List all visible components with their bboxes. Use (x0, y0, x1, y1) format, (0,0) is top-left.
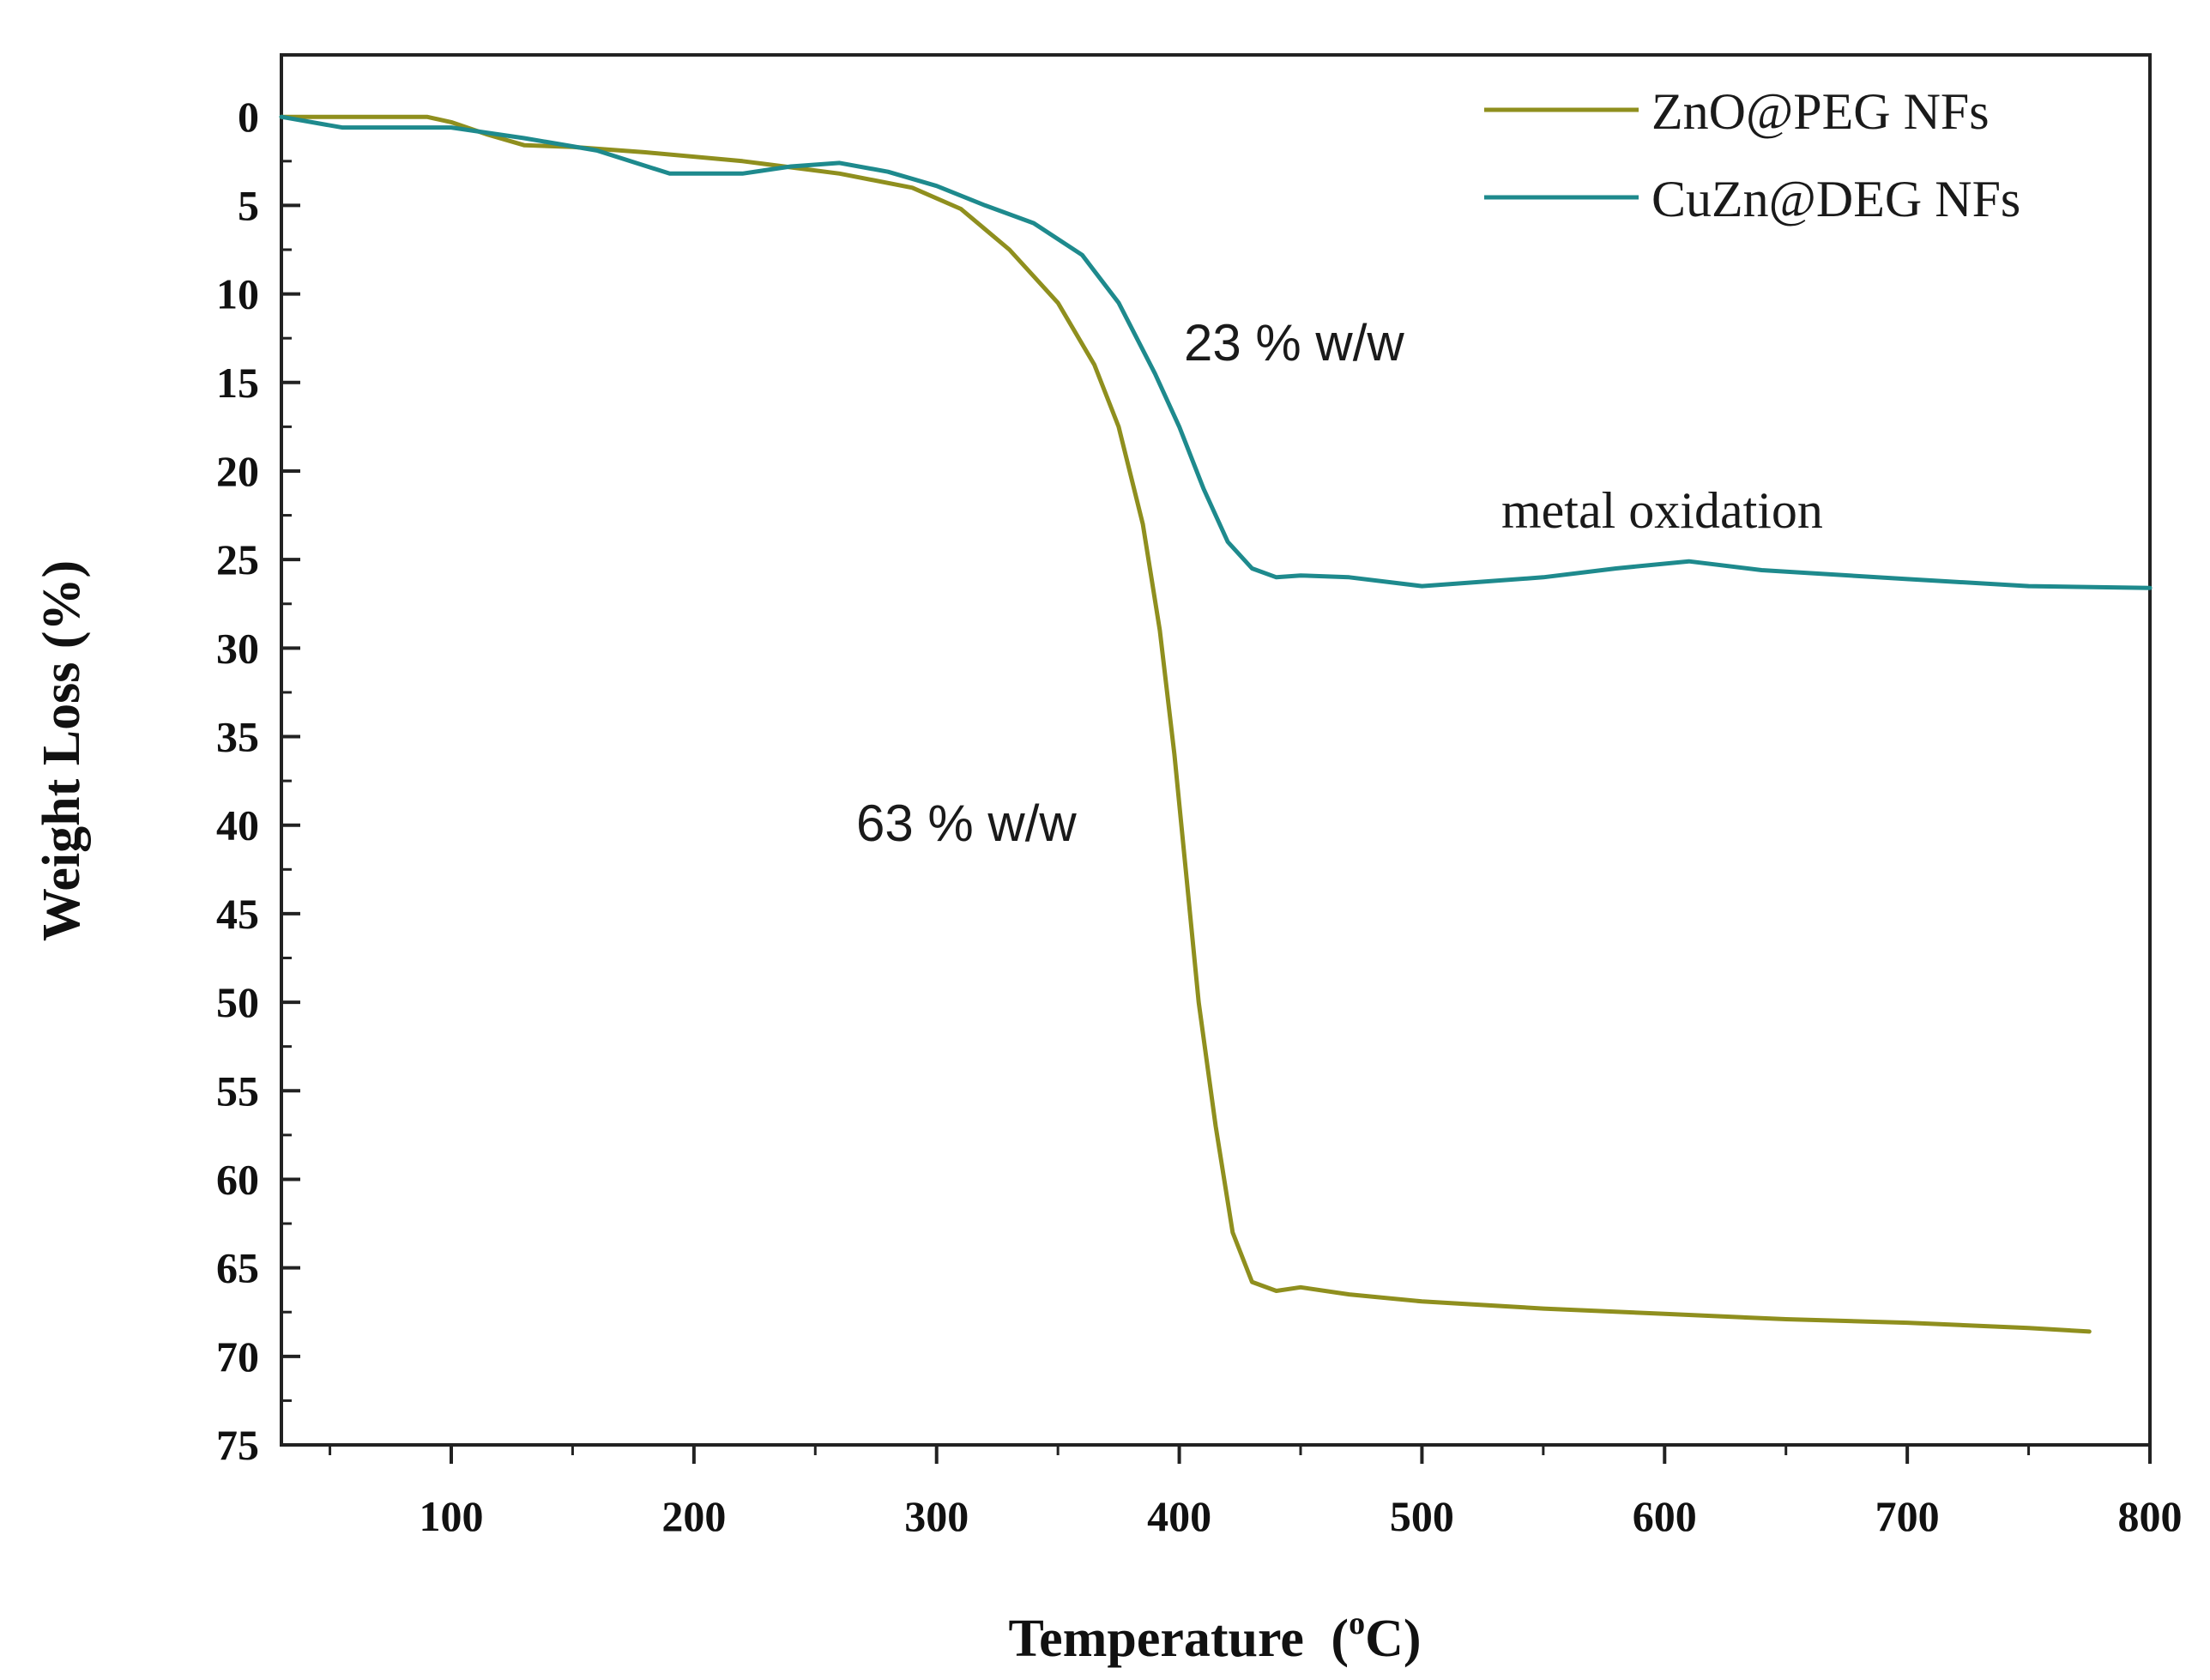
x-axis-title-unit-close: C) (1365, 1610, 1421, 1668)
series-layer (279, 114, 2153, 1334)
axis-ticks: 0 5 10 15 20 25 30 35 40 45 50 55 60 65 70 75 100 200 300 4… (216, 93, 2183, 1540)
x-axis-title: Temperature (oC) (1009, 1605, 1422, 1668)
y-tick-label: 60 (216, 1155, 259, 1203)
x-axis-title-main: Temperature (1009, 1610, 1304, 1668)
annotation-metal-oxidation: metal oxidation (1501, 482, 1823, 539)
y-tick-label: 40 (216, 801, 259, 849)
legend: ZnO@PEG NFs CuZn@DEG NFs (1484, 83, 2020, 227)
x-tick-label: 200 (661, 1492, 726, 1540)
y-tick-label: 10 (216, 270, 259, 318)
annotation-23-percent: 23 % w/w (1184, 314, 1404, 372)
y-tick-label: 75 (216, 1421, 259, 1469)
x-tick-label: 100 (420, 1492, 484, 1540)
x-tick-label: 600 (1633, 1492, 1697, 1540)
x-tick-label: 500 (1390, 1492, 1454, 1540)
x-tick-label: 300 (904, 1492, 969, 1540)
x-tick-label: 700 (1875, 1492, 1940, 1540)
annotation-63-percent: 63 % w/w (856, 795, 1077, 852)
y-tick-label: 25 (216, 535, 259, 583)
legend-label-cuzn-deg: CuZn@DEG NFs (1651, 171, 2020, 227)
series-line-cuzn-deg (279, 114, 2153, 590)
y-tick-label: 50 (216, 978, 259, 1026)
y-tick-label: 65 (216, 1244, 259, 1292)
x-tick-label: 800 (2118, 1492, 2183, 1540)
y-tick-label: 70 (216, 1333, 259, 1381)
y-tick-label: 45 (216, 890, 259, 938)
series-line-zno-peg (279, 114, 2092, 1334)
y-tick-label: 30 (216, 624, 259, 672)
y-tick-label: 0 (238, 93, 259, 141)
x-axis-title-unit-degree: o (1349, 1605, 1365, 1641)
x-tick-label: 400 (1147, 1492, 1211, 1540)
legend-label-zno-peg: ZnO@PEG NFs (1651, 83, 1990, 140)
y-tick-label: 35 (216, 713, 259, 761)
y-axis-title: Weight Loss (%) (33, 560, 91, 941)
y-tick-label: 15 (216, 359, 259, 407)
y-tick-label: 5 (238, 181, 259, 229)
y-tick-label: 20 (216, 447, 259, 495)
plot-frame (280, 53, 2152, 1447)
y-tick-label: 55 (216, 1067, 259, 1115)
x-axis-title-unit-open: ( (1331, 1610, 1349, 1668)
